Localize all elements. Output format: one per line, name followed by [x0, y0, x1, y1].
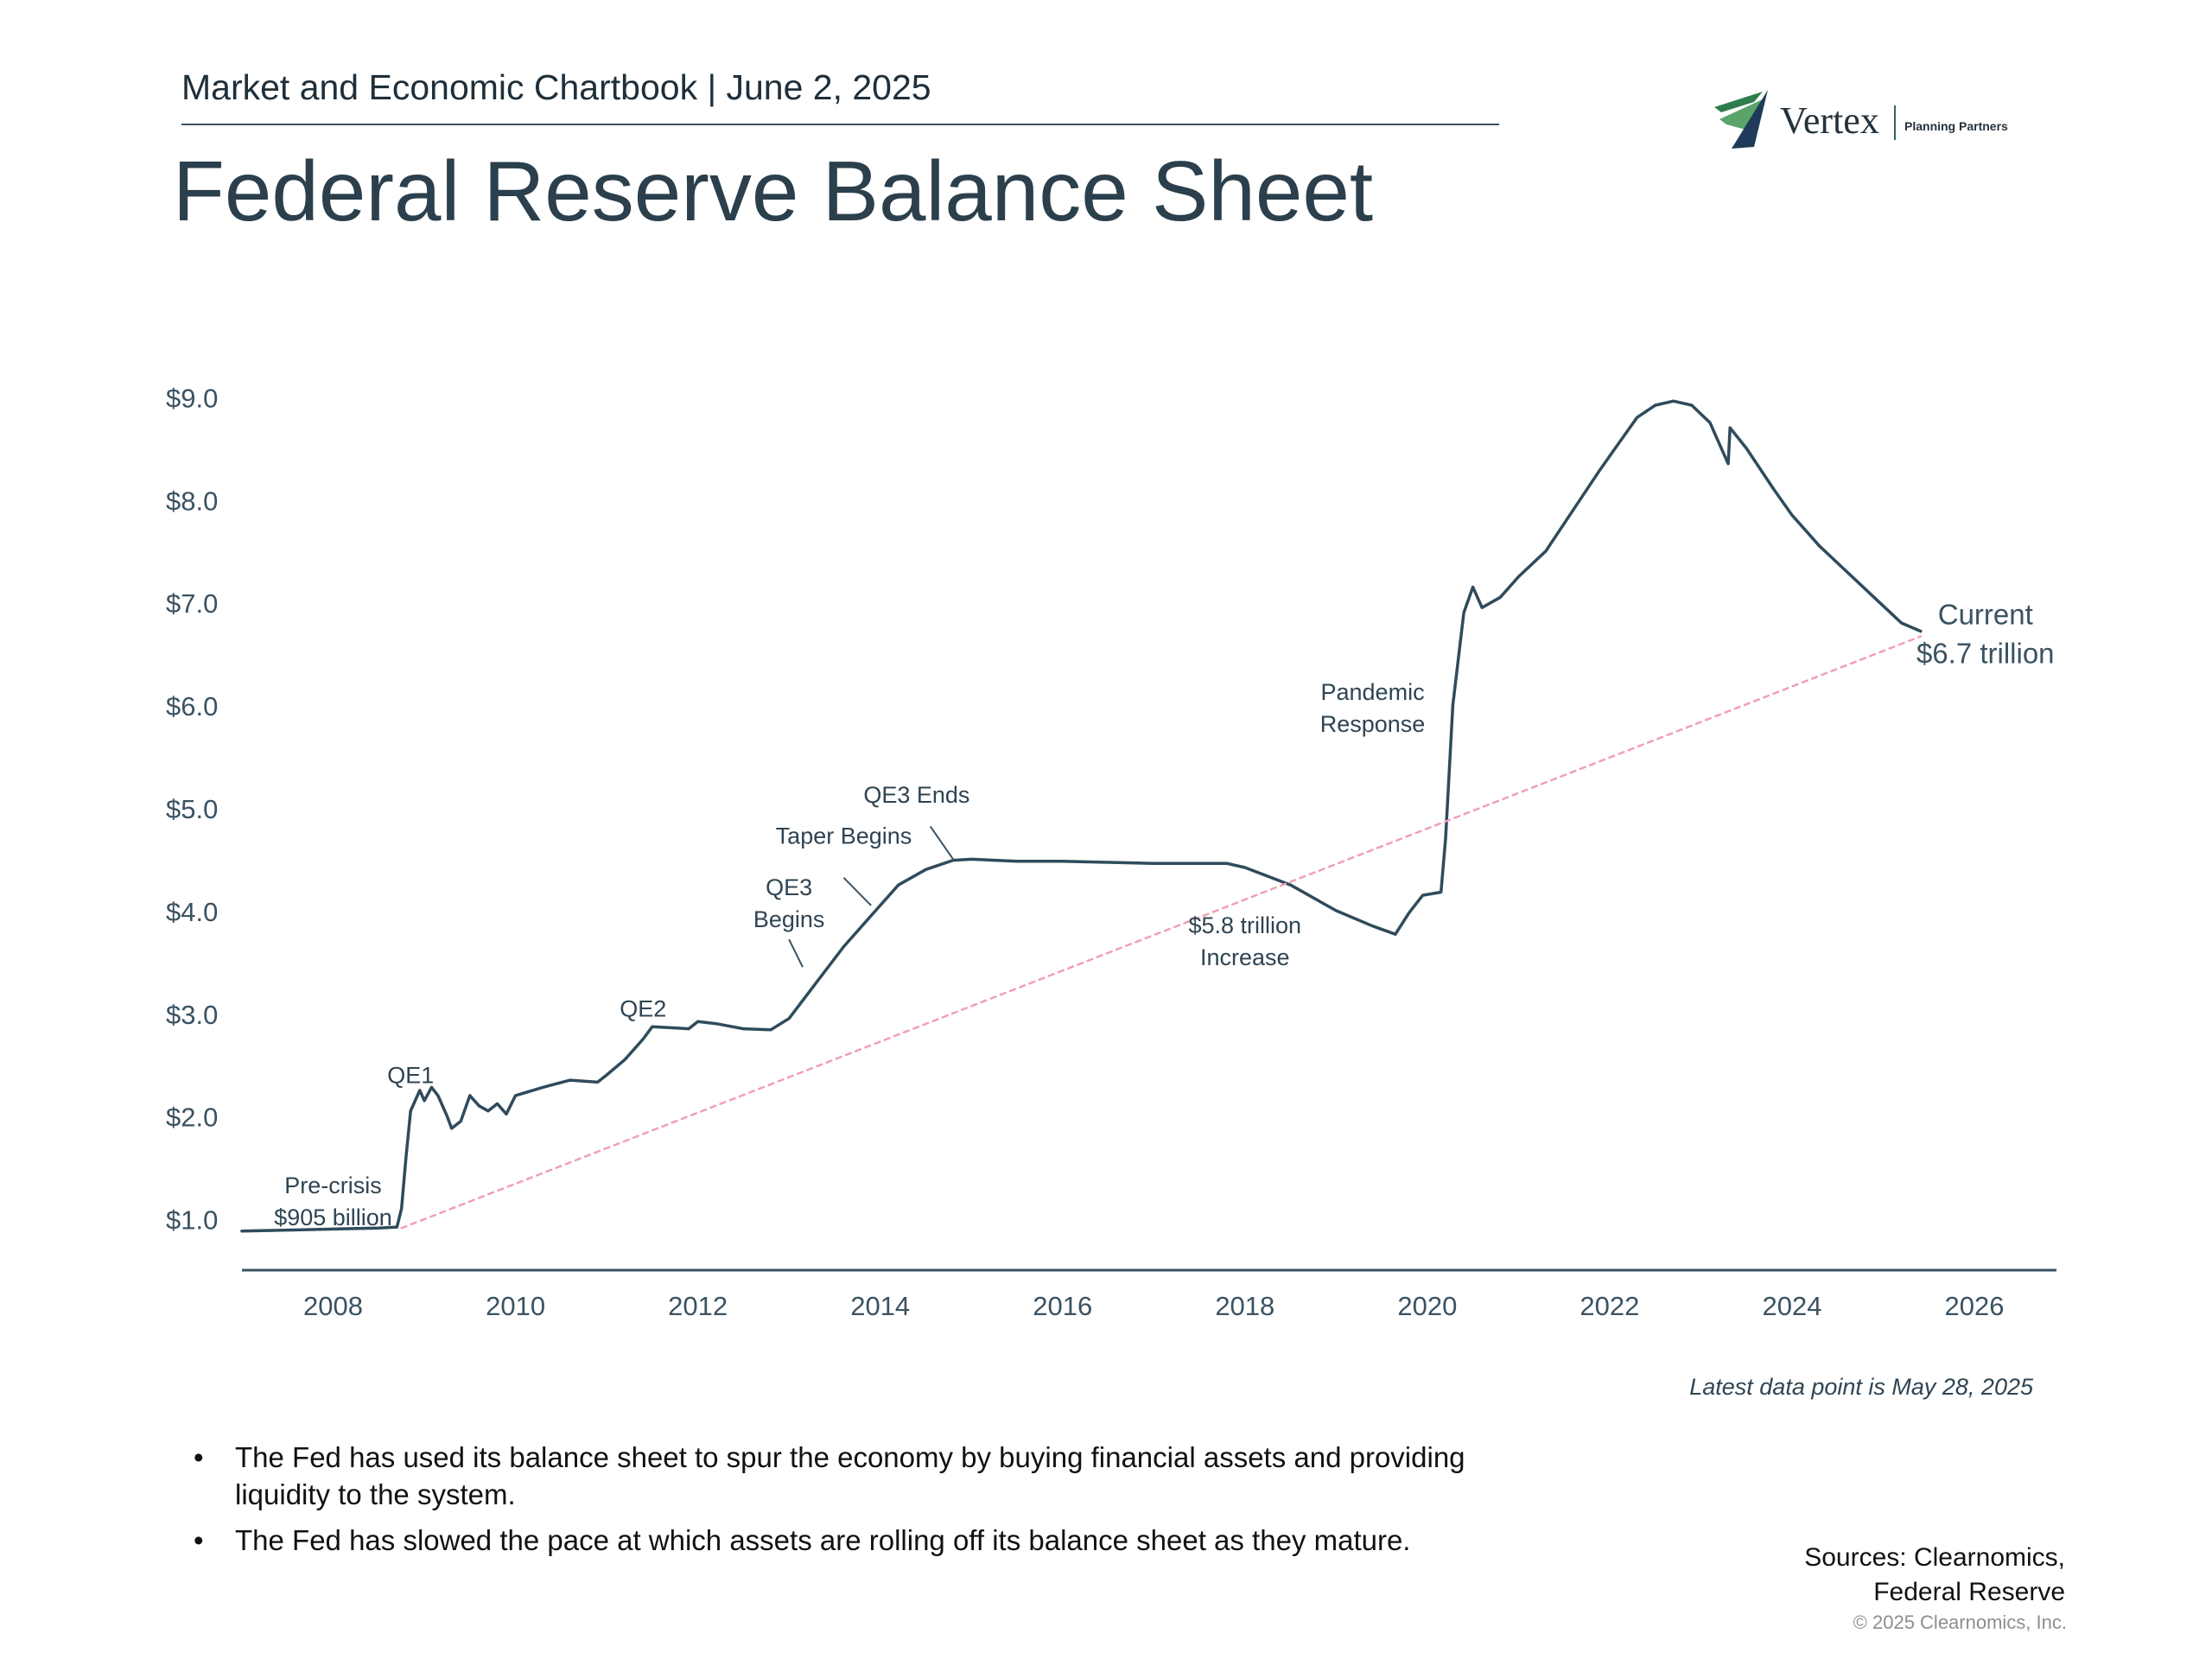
- x-tick-label: 2022: [1580, 1291, 1639, 1321]
- chart-annotation: QE1: [387, 1063, 434, 1089]
- x-tick-label: 2016: [1033, 1291, 1092, 1321]
- y-tick-label: $4.0: [166, 897, 218, 927]
- x-tick-label: 2012: [668, 1291, 728, 1321]
- y-tick-label: $9.0: [166, 383, 218, 413]
- annotation-leader: [788, 938, 804, 968]
- bullet-item: • The Fed has slowed the pace at which a…: [192, 1522, 1522, 1559]
- y-tick-label: $8.0: [166, 486, 218, 516]
- latest-data-note: Latest data point is May 28, 2025: [1689, 1374, 2033, 1400]
- logo-subtitle: Planning Partners: [1904, 119, 2008, 133]
- chart-annotation: $5.8 trillion: [1189, 912, 1302, 938]
- y-tick-label: $1.0: [166, 1205, 218, 1236]
- chart-annotation: Increase: [1200, 944, 1290, 970]
- annotation-leader: [929, 825, 954, 861]
- bullet-list: • The Fed has used its balance sheet to …: [192, 1439, 1522, 1567]
- header-divider: [181, 124, 1499, 125]
- sources: Sources: Clearnomics, Federal Reserve: [1804, 1541, 2065, 1610]
- y-tick-label: $2.0: [166, 1103, 218, 1133]
- x-tick-label: 2010: [486, 1291, 545, 1321]
- vertex-logo: Vertex Planning Partners: [1711, 85, 2056, 162]
- vertex-chevron-icon: [1714, 90, 1768, 149]
- bullet-dot: •: [194, 1441, 204, 1473]
- bullet-text: The Fed has used its balance sheet to sp…: [235, 1441, 1465, 1510]
- logo-wordmark: Vertex: [1780, 99, 1879, 142]
- current-value-label: Current: [1938, 599, 2033, 631]
- bullet-text: The Fed has slowed the pace at which ass…: [235, 1524, 1411, 1556]
- chart-annotation: Begins: [753, 906, 825, 932]
- x-tick-label: 2008: [303, 1291, 363, 1321]
- chart-annotation: Taper Begins: [776, 823, 912, 849]
- chartbook-kicker: Market and Economic Chartbook | June 2, …: [181, 67, 931, 107]
- x-tick-label: 2014: [850, 1291, 910, 1321]
- annotation-leader: [842, 877, 872, 906]
- bullet-item: • The Fed has used its balance sheet to …: [192, 1439, 1522, 1513]
- trend-line: [400, 635, 1923, 1230]
- x-tick-label: 2020: [1397, 1291, 1457, 1321]
- sources-line: Federal Reserve: [1873, 1578, 2065, 1606]
- balance-sheet-chart: $1.0 $2.0 $3.0 $4.0 $5.0 $6.0 $7.0 $8.0 $9.0 2008…: [166, 383, 2056, 1321]
- logo-divider: [1894, 105, 1896, 140]
- sources-line: Sources: Clearnomics,: [1804, 1543, 2065, 1572]
- y-tick-label: $6.0: [166, 691, 218, 721]
- chart-annotation: Response: [1320, 711, 1426, 737]
- chart-annotation: $905 billion: [274, 1205, 392, 1230]
- copyright: © 2025 Clearnomics, Inc.: [1853, 1611, 2067, 1633]
- chart-annotation: Pre-crisis: [284, 1173, 382, 1198]
- x-tick-label: 2026: [1945, 1291, 2005, 1321]
- chart-annotation: Pandemic: [1321, 679, 1425, 705]
- bullet-dot: •: [194, 1524, 204, 1556]
- chart-annotation: QE2: [620, 995, 666, 1021]
- y-tick-label: $3.0: [166, 1000, 218, 1030]
- balance-sheet-line: [240, 399, 1923, 1233]
- page-title: Federal Reserve Balance Sheet: [173, 143, 1374, 238]
- x-tick-label: 2024: [1762, 1291, 1821, 1321]
- x-tick-label: 2018: [1215, 1291, 1274, 1321]
- current-value-label: $6.7 trillion: [1916, 638, 2055, 670]
- chart-annotation: QE3 Ends: [863, 782, 969, 808]
- y-tick-label: $7.0: [166, 588, 218, 619]
- chart-annotation: QE3: [766, 874, 812, 900]
- y-tick-label: $5.0: [166, 794, 218, 824]
